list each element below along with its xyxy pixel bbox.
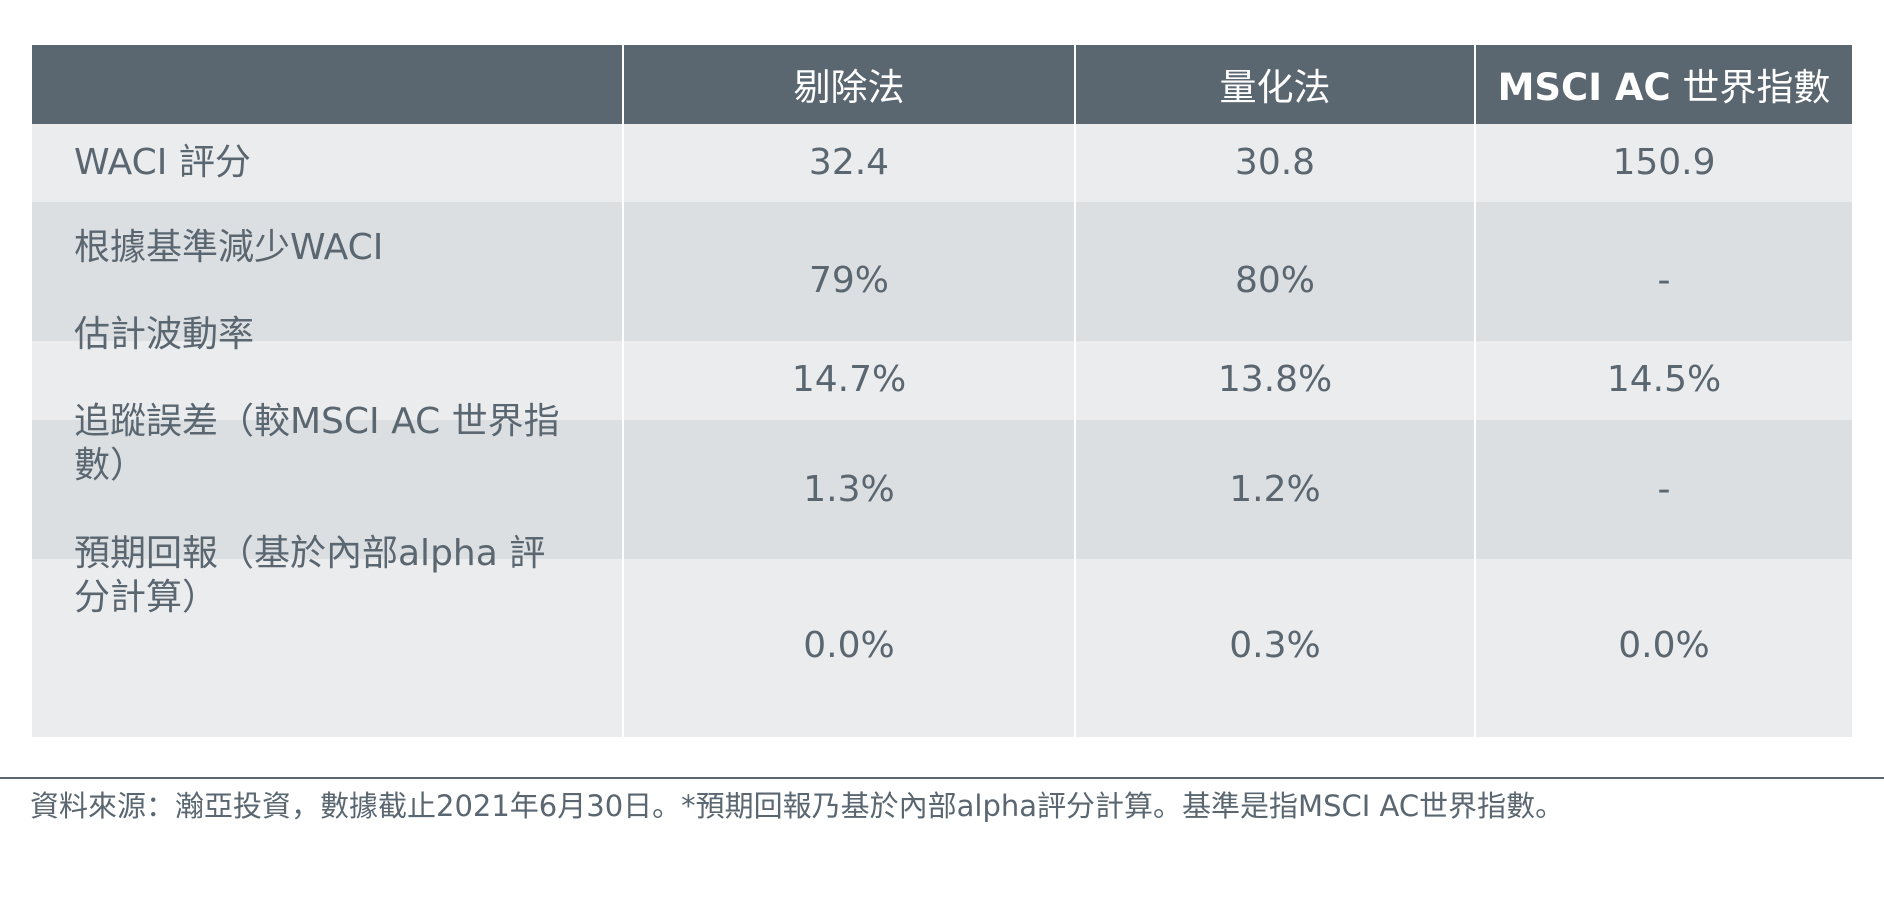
value-volatility-msci: 14.5% bbox=[1606, 359, 1722, 400]
table-row bbox=[32, 202, 1852, 341]
table-header-row bbox=[32, 45, 1852, 124]
value-waci-quantitative: 30.8 bbox=[1234, 142, 1316, 183]
row-label-expected-return: 預期回報（基於內部alpha 評分計算） bbox=[74, 533, 546, 618]
value-tracking-msci: - bbox=[1657, 469, 1671, 510]
value-reduction-quantitative: 80% bbox=[1234, 260, 1315, 301]
header-msci-index: MSCI AC 世界指數 bbox=[1476, 66, 1852, 110]
value-tracking-quantitative: 1.2% bbox=[1229, 469, 1321, 510]
table-row bbox=[32, 420, 1852, 559]
value-tracking-exclusion: 1.3% bbox=[803, 469, 895, 510]
column-divider bbox=[1474, 45, 1476, 737]
row-label-volatility: 估計波動率 bbox=[74, 314, 255, 355]
value-waci-exclusion: 32.4 bbox=[808, 142, 890, 183]
footer-source-note: 資料來源：瀚亞投資，數據截止2021年6月30日。*預期回報乃基於內部alpha… bbox=[30, 789, 1565, 823]
value-reduction-msci: - bbox=[1657, 260, 1671, 301]
header-msci-bold: MSCI AC bbox=[1497, 66, 1671, 109]
header-quantitative: 量化法 bbox=[1219, 66, 1331, 109]
value-waci-msci: 150.9 bbox=[1612, 142, 1716, 183]
row-label-waci: WACI 評分 bbox=[74, 142, 251, 183]
row-label-waci-reduction: 根據基準減少WACI bbox=[74, 227, 384, 268]
value-return-quantitative: 0.3% bbox=[1229, 625, 1321, 666]
column-divider bbox=[622, 45, 624, 737]
footer-divider bbox=[0, 777, 1884, 779]
value-volatility-quantitative: 13.8% bbox=[1217, 359, 1333, 400]
value-return-exclusion: 0.0% bbox=[803, 625, 895, 666]
value-reduction-exclusion: 79% bbox=[808, 260, 889, 301]
table-row bbox=[32, 124, 1852, 202]
header-msci-rest: 世界指數 bbox=[1670, 66, 1831, 109]
table-row bbox=[32, 341, 1852, 420]
value-volatility-exclusion: 14.7% bbox=[791, 359, 907, 400]
row-label-tracking-error: 追蹤誤差（較MSCI AC 世界指數） bbox=[74, 401, 560, 486]
header-exclusion: 剔除法 bbox=[793, 66, 905, 109]
value-return-msci: 0.0% bbox=[1618, 625, 1710, 666]
column-divider bbox=[1074, 45, 1076, 737]
table-row bbox=[32, 559, 1852, 737]
